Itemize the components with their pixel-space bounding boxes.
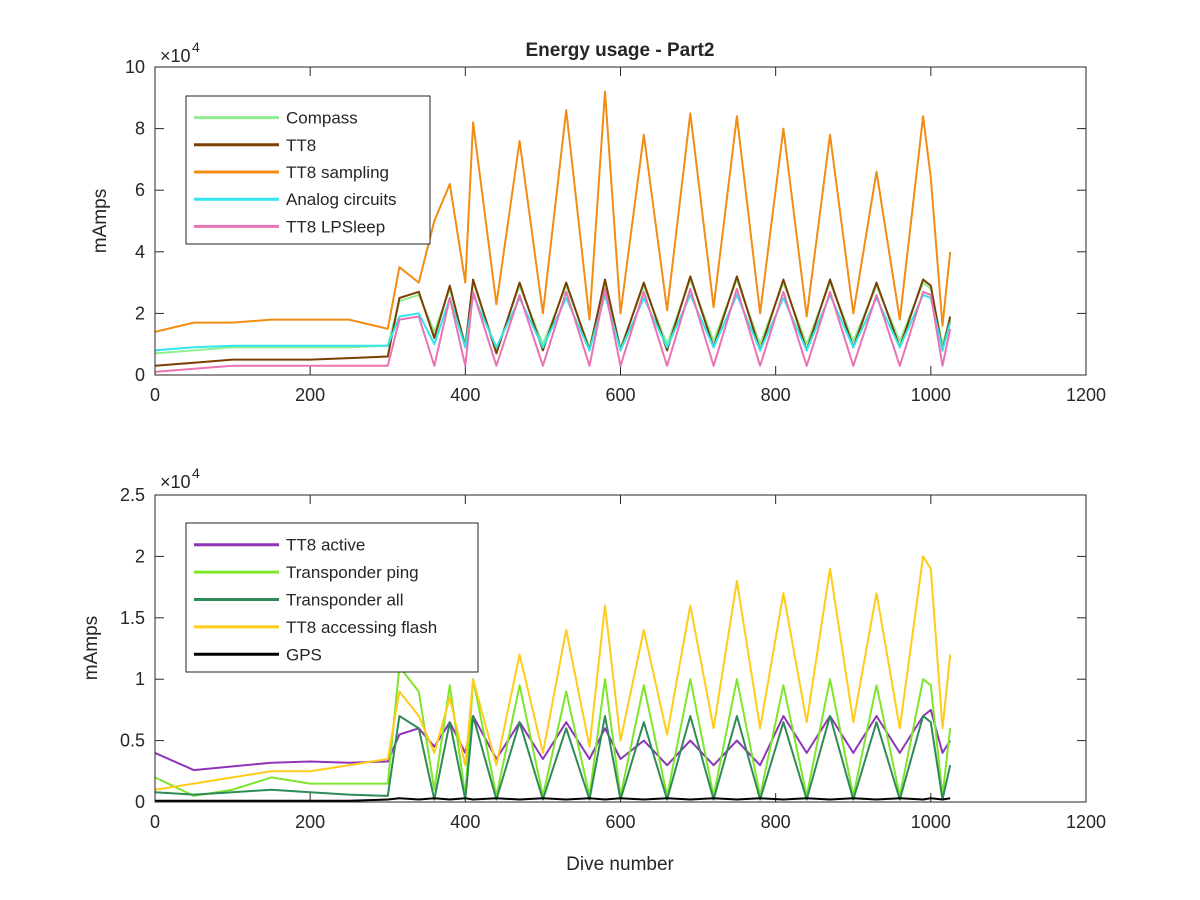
legend-label-tt8-sampling: TT8 sampling — [286, 163, 389, 182]
top-chart-ticks: 0 200 400 600 800 1000 1200 0 2 4 6 8 10 — [125, 57, 1106, 405]
legend-label-transponder-all: Transponder all — [286, 591, 404, 610]
y-tick-label: 6 — [135, 180, 145, 200]
series-line-transponder-ping — [154, 665, 952, 797]
top-chart-title: Energy usage - Part2 — [525, 40, 714, 61]
top-chart-plot-area — [154, 90, 952, 373]
y-tick-label: 2 — [135, 303, 145, 323]
x-tick-label: 800 — [761, 812, 791, 832]
series-line-transponder-all — [154, 715, 952, 801]
x-tick-label: 200 — [295, 812, 325, 832]
x-tick-label: 800 — [761, 385, 791, 405]
legend-label-transponder-ping: Transponder ping — [286, 563, 419, 582]
bottom-chart-plot-area — [154, 555, 952, 802]
y-tick-label: 8 — [135, 119, 145, 139]
series-line-tt8-accessing-flash — [154, 555, 952, 791]
x-tick-label: 200 — [295, 385, 325, 405]
series-line-gps — [155, 797, 951, 802]
y-tick-label: 10 — [125, 57, 145, 77]
legend-label-analog-circuits: Analog circuits — [286, 190, 397, 209]
x-tick-label: 400 — [450, 385, 480, 405]
top-chart-ylabel: mAmps — [90, 189, 111, 253]
series-line-tt8-sampling — [154, 90, 952, 333]
series-line-compass — [154, 278, 952, 355]
x-tick-label: 600 — [605, 385, 635, 405]
x-tick-label: 1000 — [911, 385, 951, 405]
legend-label-tt8-accessing-flash: TT8 accessing flash — [286, 618, 437, 637]
legend-label-compass: Compass — [286, 109, 358, 128]
series-line-tt8 — [154, 275, 952, 367]
figure-xlabel: Dive number — [566, 854, 674, 875]
y-tick-label: 0.5 — [120, 731, 145, 751]
bottom-chart-legend: TT8 active Transponder ping Transponder al… — [185, 522, 479, 673]
top-exponent-base: ×10 — [160, 46, 191, 66]
legend-label-tt8-lpsleep: TT8 LPSleep — [286, 217, 385, 236]
legend-box — [185, 95, 431, 245]
legend-label-tt8: TT8 — [286, 136, 316, 155]
legend-label-gps: GPS — [286, 645, 322, 664]
top-chart-panel: Energy usage - Part2 ×10 4 mAmps 0 200 400… — [90, 39, 1106, 405]
x-tick-label: 600 — [605, 812, 635, 832]
series-line-tt8-lpsleep — [154, 287, 952, 373]
bottom-chart-exponent: ×10 4 — [160, 465, 200, 492]
bottom-exponent-base: ×10 — [160, 472, 191, 492]
bottom-chart-ylabel: mAmps — [81, 616, 102, 680]
top-chart-exponent: ×10 4 — [160, 39, 200, 66]
y-tick-label: 2.5 — [120, 485, 145, 505]
x-tick-label: 1000 — [911, 812, 951, 832]
legend-box — [185, 522, 479, 673]
top-exponent-power: 4 — [192, 39, 200, 55]
y-tick-label: 1 — [135, 669, 145, 689]
bottom-chart-panel: ×10 4 mAmps 0 200 400 600 800 1000 1200 0 0.5 1 1.… — [81, 465, 1106, 875]
top-chart-legend: Compass TT8 TT8 sampling Analog circuits TT8… — [185, 95, 431, 245]
bottom-exponent-power: 4 — [192, 465, 200, 481]
x-tick-label: 400 — [450, 812, 480, 832]
x-tick-label: 1200 — [1066, 812, 1106, 832]
y-tick-label: 0 — [135, 365, 145, 385]
legend-label-tt8-active: TT8 active — [286, 536, 365, 555]
x-tick-label: 0 — [150, 812, 160, 832]
bottom-chart-ticks: 0 200 400 600 800 1000 1200 0 0.5 1 1.5 2 2.5 — [120, 485, 1106, 832]
x-tick-label: 1200 — [1066, 385, 1106, 405]
y-tick-label: 0 — [135, 792, 145, 812]
top-chart-axes-box — [154, 66, 1087, 376]
y-tick-label: 2 — [135, 546, 145, 566]
x-tick-label: 0 — [150, 385, 160, 405]
y-tick-label: 1.5 — [120, 608, 145, 628]
y-tick-label: 4 — [135, 242, 145, 262]
bottom-chart-axes-box — [154, 494, 1087, 803]
